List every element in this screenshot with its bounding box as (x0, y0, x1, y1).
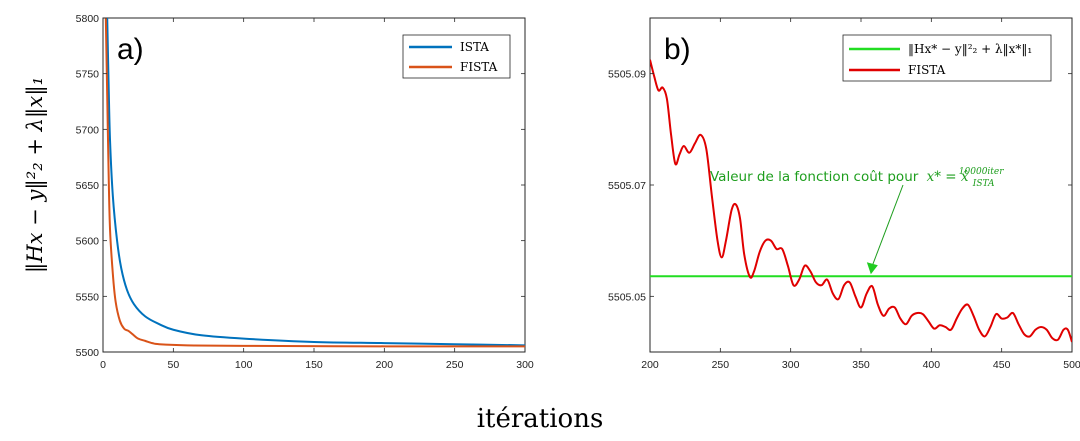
panel-b-x-tick-label: 450 (993, 359, 1011, 371)
panel-b-series-1-line (650, 59, 1072, 343)
panel-a-series-0-line (106, 18, 525, 347)
panel-a-y-tick-label: 5700 (76, 124, 100, 136)
panel-a-y-tick-label: 5500 (76, 347, 100, 359)
legend-label-fista-b: FISTA (908, 63, 946, 77)
panel-b-y-tick-label: 5505.05 (608, 291, 646, 303)
legend-label-optimum: ‖Hx* − y‖²₂ + λ‖x*‖₁ (908, 42, 1032, 56)
panel-a-y-tick-label: 5750 (76, 69, 100, 81)
y-axis-label: ‖Hx − y‖²₂ + λ‖x‖₁ (23, 77, 48, 273)
panel-a-series-1-line (104, 18, 525, 348)
x-axis-label: itérations (477, 404, 604, 434)
panel-a-label: a) (117, 33, 144, 66)
panel-a-legend: ISTA FISTA (402, 34, 511, 79)
panel-a-y-tick-label: 5650 (76, 180, 100, 192)
panel-b-x-tick-label: 300 (782, 359, 800, 371)
panel-b-x-tick-label: 200 (641, 359, 659, 371)
panel-b-y-tick-label: 5505.09 (608, 69, 646, 81)
panel-b-y-tick-label: 5505.07 (608, 180, 646, 192)
panel-a-x-tick-label: 0 (100, 359, 106, 371)
annotation: Valeur de la fonction coût pour x* = x̂ … (710, 167, 1004, 275)
panel-a-x-tick-label: 200 (376, 359, 394, 371)
panel-a-x-tick-label: 300 (516, 359, 534, 371)
panel-a-y-tick-label: 5550 (76, 291, 100, 303)
panel-a-y-tick-label: 5600 (76, 236, 100, 248)
panel-a-chart: 0 50 100 150 200 250 300 5500 5550 5600 5650 5700 57… (76, 13, 534, 371)
panel-b-x-tick-label: 400 (923, 359, 941, 371)
panel-b-legend: ‖Hx* − y‖²₂ + λ‖x*‖₁ FISTA (842, 34, 1052, 82)
panel-b-x-tick-label: 250 (712, 359, 730, 371)
panel-a-y-tick-label: 5800 (76, 13, 100, 25)
panel-b-x-tick-label: 350 (852, 359, 870, 371)
panel-a-x-tick-label: 100 (235, 359, 253, 371)
legend-label-ista: ISTA (460, 40, 489, 54)
panel-b-x-tick-label: 500 (1063, 359, 1080, 371)
panel-b-label: b) (664, 33, 691, 66)
annotation-text: Valeur de la fonction coût pour x* = x̂ … (710, 167, 1004, 190)
panel-b-chart: 200 250 300 350 400 450 500 5505.05 5505.07 5505.… (608, 17, 1080, 371)
legend-label-fista: FISTA (460, 60, 498, 74)
panel-a-x-tick-label: 250 (446, 359, 464, 371)
annotation-arrow-line (872, 184, 904, 265)
panel-a-x-tick-label: 150 (305, 359, 323, 371)
annotation-arrow-head (866, 262, 878, 275)
panel-a-x-tick-label: 50 (167, 359, 179, 371)
